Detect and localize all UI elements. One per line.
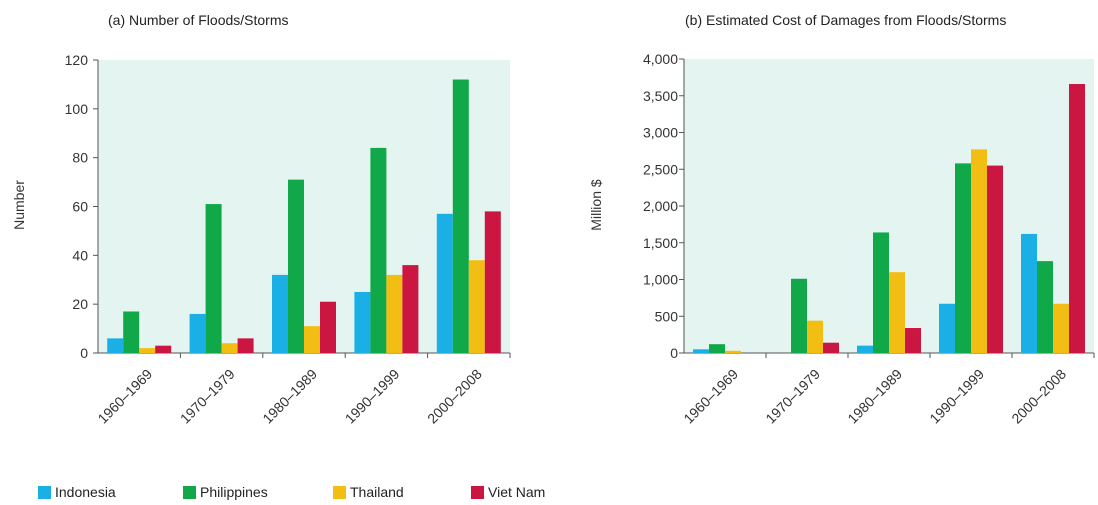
chart-a-y-tick-label: 120 (65, 52, 89, 68)
legend-item-thailand: Thailand (333, 484, 471, 500)
chart-b-bar-indonesia-0 (693, 349, 709, 353)
legend-label-indonesia: Indonesia (55, 484, 116, 500)
chart-a-bar-viet-nam-2 (320, 301, 336, 353)
chart-a-x-tick-label: 1980–1989 (259, 366, 320, 427)
chart-b-bar-philippines-1 (791, 278, 807, 353)
chart-a-x-tick-label: 2000–2008 (424, 366, 485, 427)
legend: Indonesia Philippines Thailand Viet Nam (38, 484, 545, 500)
chart-b-bar-indonesia-4 (1021, 233, 1037, 353)
chart-a-bar-viet-nam-0 (155, 345, 172, 353)
legend-swatch-thailand (333, 485, 346, 499)
legend-label-philippines: Philippines (200, 484, 268, 500)
legend-swatch-indonesia (38, 485, 51, 499)
chart-b-y-tick-label: 4,000 (643, 51, 678, 67)
chart-b-bar-thailand-4 (1053, 303, 1069, 353)
chart-b-bar-indonesia-2 (857, 345, 873, 353)
legend-swatch-viet-nam (471, 485, 484, 499)
chart-b-y-axis-label: Million $ (588, 179, 604, 231)
chart-b-y-tick-label: 1,000 (643, 272, 678, 288)
chart-b-bar-thailand-1 (807, 320, 823, 353)
chart-b-x-tick-label: 1980–1989 (844, 366, 905, 427)
chart-b-y-tick-label: 1,500 (643, 235, 678, 251)
legend-label-thailand: Thailand (350, 484, 404, 500)
legend-item-viet-nam: Viet Nam (471, 484, 545, 500)
chart-a-bar-philippines-0 (123, 311, 140, 353)
chart-a-bar-thailand-2 (304, 326, 320, 353)
chart-b-bar-philippines-4 (1037, 261, 1053, 353)
chart-a-bar-indonesia-4 (436, 213, 453, 353)
chart-a-y-tick-label: 100 (65, 101, 89, 117)
chart-a-bar-indonesia-2 (272, 274, 288, 353)
legend-label-viet-nam: Viet Nam (488, 484, 546, 500)
chart-b-y-tick-label: 3,000 (643, 125, 678, 141)
chart-b-y-tick-label: 3,500 (643, 88, 678, 104)
chart-a-y-axis-label: Number (11, 180, 27, 230)
chart-a-x-tick-label: 1960–1969 (94, 366, 155, 427)
chart-b-bar-viet-nam-4 (1069, 83, 1085, 354)
chart-a-bar-indonesia-0 (107, 338, 124, 353)
chart-b-bar-philippines-0 (709, 344, 725, 353)
chart-a-title: (a) Number of Floods/Storms (108, 12, 289, 28)
chart-b-y-tick-label: 2,500 (643, 161, 678, 177)
legend-item-indonesia: Indonesia (38, 484, 183, 500)
chart-a-bar-philippines-2 (288, 179, 304, 353)
chart-a-bar-indonesia-1 (189, 313, 206, 353)
chart-b-y-tick-label: 500 (655, 308, 679, 324)
chart-b-x-tick-label: 1970–1979 (762, 366, 823, 427)
chart-a-x-tick-label: 1990–1999 (342, 366, 403, 427)
legend-item-philippines: Philippines (183, 484, 333, 500)
chart-b-bar-viet-nam-2 (905, 328, 921, 353)
chart-b-bar-philippines-2 (873, 232, 889, 353)
chart-b-x-tick-label: 1960–1969 (680, 366, 741, 427)
chart-a-bar-philippines-1 (205, 204, 222, 353)
chart-a-bar-thailand-4 (468, 260, 485, 353)
chart-a-bar-thailand-1 (221, 343, 238, 353)
charts-canvas: (a) Number of Floods/Storms Number 0 20 40 60… (11, 12, 1095, 427)
chart-a-bar-philippines-4 (452, 79, 469, 354)
chart-b-x-tick-label: 1990–1999 (926, 366, 987, 427)
chart-a-bar-thailand-0 (139, 348, 156, 353)
chart-a-bar-thailand-3 (386, 274, 403, 353)
chart-a-bar-viet-nam-3 (402, 265, 419, 353)
chart-a-bar-viet-nam-1 (237, 338, 254, 353)
chart-b-title: (b) Estimated Cost of Damages from Flood… (685, 12, 1006, 28)
chart-a-bar-philippines-3 (370, 147, 387, 353)
chart-b-bar-indonesia-3 (939, 303, 955, 353)
chart-b-y-tick-label: 0 (670, 345, 678, 361)
chart-a-y-tick-label: 0 (80, 345, 88, 361)
chart-a-y-tick-label: 20 (72, 296, 88, 312)
chart-b-bar-thailand-2 (889, 272, 905, 353)
chart-b-x-tick-label: 2000–2008 (1008, 366, 1069, 427)
chart-b-bar-viet-nam-3 (987, 165, 1003, 353)
chart-b-bar-thailand-3 (971, 149, 987, 353)
legend-swatch-philippines (183, 485, 196, 499)
chart-b-bar-philippines-3 (955, 163, 971, 353)
chart-b-bar-viet-nam-1 (823, 342, 839, 353)
chart-a-y-tick-label: 60 (72, 199, 88, 215)
chart-a-bar-viet-nam-4 (484, 211, 501, 353)
chart-a-bar-indonesia-3 (354, 291, 371, 353)
chart-b-bar-thailand-0 (725, 350, 741, 353)
chart-a-x-tick-label: 1970–1979 (177, 366, 238, 427)
chart-b-y-tick-label: 2,000 (643, 198, 678, 214)
chart-a-y-tick-label: 40 (72, 247, 88, 263)
chart-a-y-tick-label: 80 (72, 150, 88, 166)
